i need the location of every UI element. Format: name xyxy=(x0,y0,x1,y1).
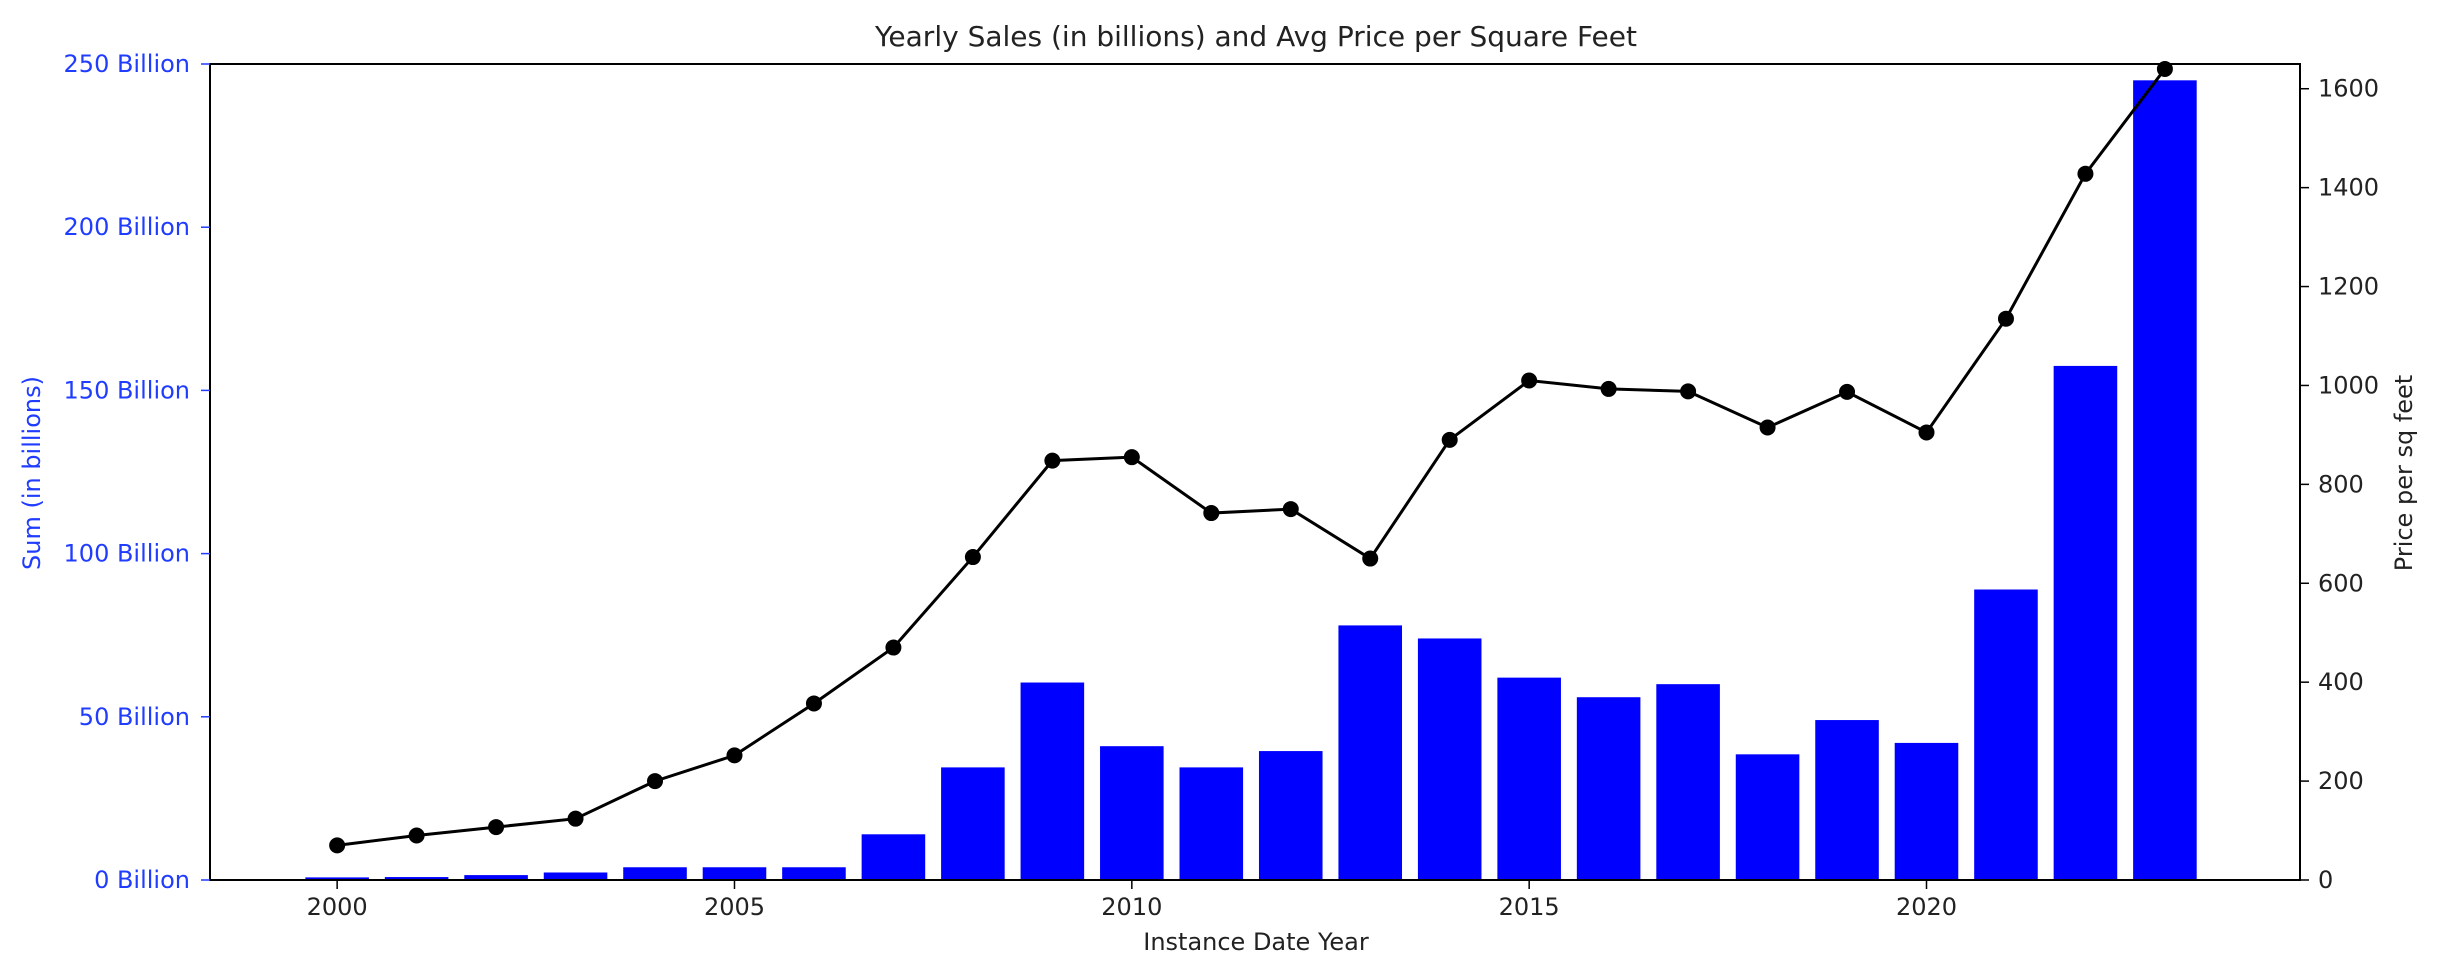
y-right-axis-label: Price per sq feet xyxy=(2390,375,2418,571)
y-right-tick-label-0: 0 xyxy=(2318,866,2333,894)
y-right-tick-label-1200: 1200 xyxy=(2318,273,2379,301)
y-right-tick-label-600: 600 xyxy=(2318,569,2364,597)
bar-2001 xyxy=(384,877,449,880)
bar-2000 xyxy=(305,877,369,880)
point-2018 xyxy=(1759,419,1776,436)
y-right-tick-label-1400: 1400 xyxy=(2318,174,2379,202)
y-left-tick-label-0: 0 Billion xyxy=(94,866,190,894)
price-line xyxy=(336,68,2167,847)
point-2022 xyxy=(2077,165,2094,182)
point-2012 xyxy=(1282,501,1299,518)
point-2011 xyxy=(1203,505,1220,522)
chart-title: Yearly Sales (in billions) and Avg Price… xyxy=(874,20,1637,53)
bar-2012 xyxy=(1258,751,1323,880)
y-left-tick-label-250: 250 Billion xyxy=(64,50,190,78)
bar-2010 xyxy=(1100,746,1164,880)
y-right-tick-label-800: 800 xyxy=(2318,470,2364,498)
point-2005 xyxy=(726,747,743,764)
plot-frame xyxy=(209,63,2301,881)
bar-2003 xyxy=(543,872,608,880)
point-2004 xyxy=(647,773,664,790)
bar-2023 xyxy=(2133,80,2197,880)
y-left-axis-label: Sum (in billions) xyxy=(18,376,46,570)
point-2019 xyxy=(1839,383,1856,400)
point-2013 xyxy=(1362,550,1379,567)
x-tick-label-2005: 2005 xyxy=(704,893,765,921)
bar-2017 xyxy=(1656,684,1720,880)
x-tick-label-2015: 2015 xyxy=(1499,893,1560,921)
bars-layer xyxy=(305,80,2197,880)
bar-2019 xyxy=(1815,720,1879,880)
bar-2022 xyxy=(2053,365,2118,880)
point-2002 xyxy=(488,819,505,836)
point-2021 xyxy=(1997,310,2014,327)
bar-2009 xyxy=(1020,682,1085,880)
point-2010 xyxy=(1123,449,1140,466)
x-tick-label-2020: 2020 xyxy=(1896,893,1957,921)
bar-2004 xyxy=(623,867,687,880)
point-2017 xyxy=(1680,383,1697,400)
point-2015 xyxy=(1521,372,1538,389)
bar-2002 xyxy=(464,875,528,880)
bar-2020 xyxy=(1894,742,1959,880)
bar-2016 xyxy=(1576,697,1641,880)
x-tick-label-2000: 2000 xyxy=(307,893,368,921)
y-right-tick-label-200: 200 xyxy=(2318,767,2364,795)
bar-2021 xyxy=(1974,589,2038,880)
bar-2011 xyxy=(1179,767,1244,880)
y-right-tick-label-400: 400 xyxy=(2318,668,2364,696)
bar-2013 xyxy=(1338,625,1403,880)
bar-2015 xyxy=(1497,677,1561,880)
bar-2014 xyxy=(1417,638,1482,880)
y-left-tick-label-50: 50 Billion xyxy=(79,703,190,731)
y-right-tick-label-1000: 1000 xyxy=(2318,371,2379,399)
y-left-tick-label-150: 150 Billion xyxy=(64,376,190,404)
point-2014 xyxy=(1441,431,1458,448)
bar-2007 xyxy=(861,834,926,880)
point-2008 xyxy=(964,549,981,566)
y-right-tick-label-1600: 1600 xyxy=(2318,75,2379,103)
bar-2018 xyxy=(1735,754,1800,880)
point-2006 xyxy=(805,695,822,712)
point-2009 xyxy=(1044,452,1061,469)
y-left-tick-label-200: 200 Billion xyxy=(64,213,190,241)
bar-2005 xyxy=(702,867,767,880)
x-axis-label: Instance Date Year xyxy=(1143,928,1369,956)
point-2003 xyxy=(567,810,584,827)
point-2000 xyxy=(329,837,346,854)
point-2007 xyxy=(885,639,902,656)
bar-2006 xyxy=(782,867,846,880)
line-layer xyxy=(329,60,2173,854)
point-2016 xyxy=(1600,380,1617,397)
x-tick-label-2010: 2010 xyxy=(1101,893,1162,921)
point-2001 xyxy=(408,827,425,844)
y-left-tick-label-100: 100 Billion xyxy=(64,540,190,568)
bar-2008 xyxy=(941,767,1005,880)
point-2020 xyxy=(1918,424,1935,441)
